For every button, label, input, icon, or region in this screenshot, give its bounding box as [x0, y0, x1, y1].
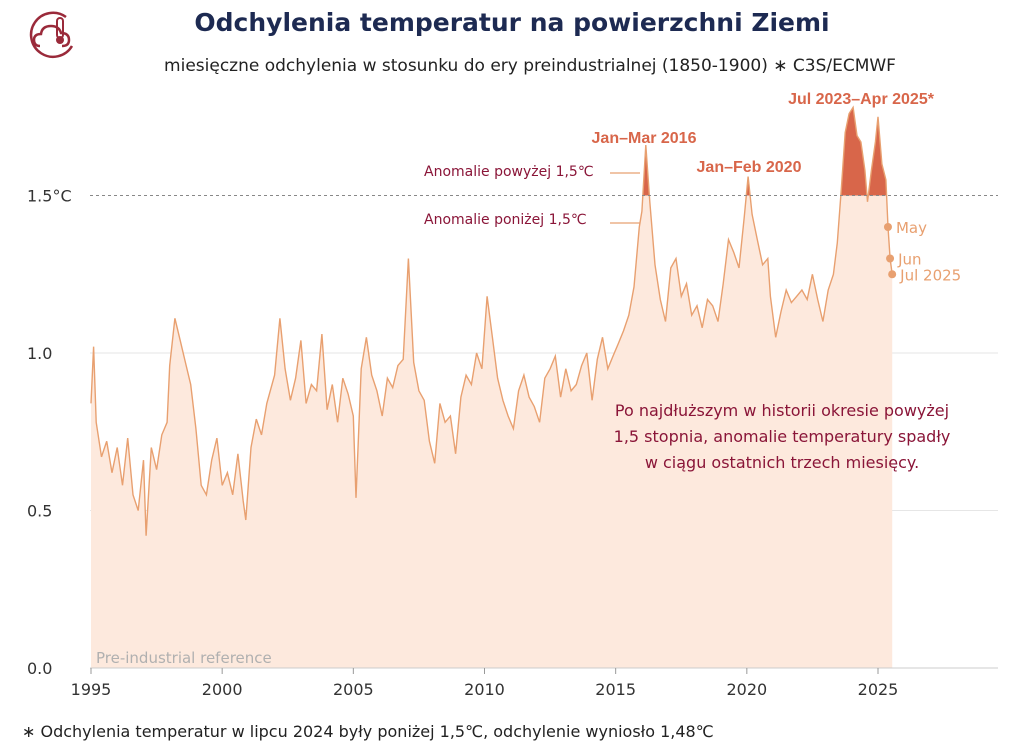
callout-line-1: Po najdłuższym w historii okresie powyże… [615, 401, 949, 420]
callout-line-3: w ciągu ostatnich trzech miesięcy. [645, 453, 919, 472]
y-tick-label: 1.0 [27, 344, 52, 363]
x-tick-label: 2025 [858, 680, 899, 699]
y-tick-label: 0.5 [27, 502, 52, 521]
annotation-below: Anomalie poniżej 1,5℃ [424, 212, 587, 228]
recent-month-point [888, 270, 897, 279]
recent-month-point [883, 223, 892, 231]
x-tick-label: 2010 [464, 680, 505, 699]
annotation-above: Anomalie powyżej 1,5℃ [424, 164, 594, 180]
annotations: Jan–Mar 2016 Jan–Feb 2020 Jul 2023–Apr 2… [96, 91, 950, 667]
callout-line-2: 1,5 stopnia, anomalie temperatury spadły [614, 427, 951, 446]
annotation-peak-2016: Jan–Mar 2016 [592, 130, 697, 147]
above-threshold-area [642, 107, 887, 196]
x-tick-label: 2005 [333, 680, 374, 699]
y-tick-label: 0.0 [27, 659, 52, 678]
reference-label: Pre-industrial reference [96, 649, 272, 667]
y-tick-label: 1.5°C [27, 187, 72, 206]
axes: 0.0 0.5 1.0 1.5°C 1995 2000 2005 2010 2015 2020 20… [27, 187, 998, 699]
x-tick-label: 1995 [71, 680, 112, 699]
recent-month-label: May [896, 219, 927, 237]
chart-title: Odchylenia temperatur na powierzchni Zie… [194, 8, 830, 37]
anomaly-line [90, 105, 893, 536]
anomaly-area [91, 107, 893, 669]
x-tick-label: 2000 [202, 680, 243, 699]
chart-subtitle: miesięczne odchylenia w stosunku do ery … [164, 56, 896, 76]
footnote: ∗ Odchylenia temperatur w lipcu 2024 był… [22, 722, 714, 741]
annotation-peak-2023: Jul 2023–Apr 2025* [788, 91, 935, 108]
recent-month-point [886, 254, 895, 263]
x-tick-label: 2020 [726, 680, 767, 699]
thermometer-cloud-icon [26, 8, 80, 62]
recent-month-label: Jun [897, 251, 921, 269]
annotation-peak-2020: Jan–Feb 2020 [697, 159, 802, 176]
recent-month-label: Jul 2025 [899, 266, 961, 284]
data-area [90, 105, 893, 669]
x-tick-label: 2015 [595, 680, 636, 699]
